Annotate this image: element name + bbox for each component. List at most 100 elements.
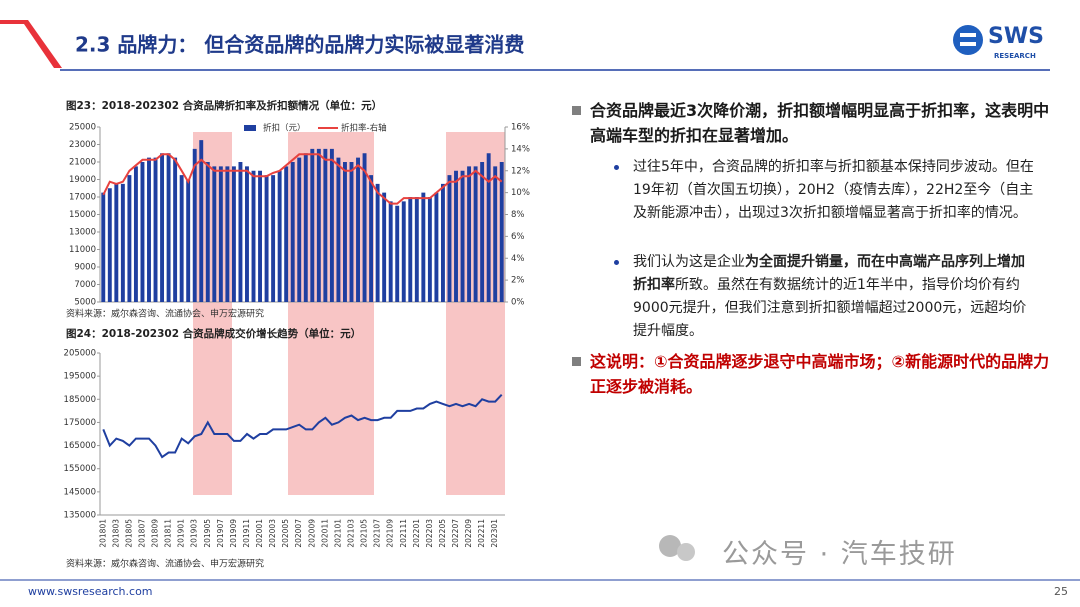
bar: [225, 166, 230, 302]
bar: [133, 166, 138, 302]
bar: [493, 166, 498, 302]
bar: [218, 166, 223, 302]
y-tick-label: 175000: [64, 418, 96, 428]
watermark: 公众号 · 汽车技研: [722, 539, 957, 570]
y-tick-label: 135000: [64, 511, 96, 521]
bar: [173, 157, 178, 302]
bar: [486, 153, 491, 302]
bar: [454, 170, 458, 302]
x-tick-label: 202103: [346, 519, 355, 548]
watermark-icon: [677, 543, 695, 561]
y-tick-label: 21000: [69, 158, 96, 168]
bar: [140, 162, 145, 302]
x-tick-label: 202209: [464, 519, 473, 548]
bar: [395, 205, 400, 302]
x-tick-label: 202207: [451, 519, 460, 548]
slide-title: 2.3 品牌力： 但合资品牌的品牌力实际被显著消费: [75, 33, 524, 57]
bar: [414, 197, 419, 302]
bar: [147, 157, 151, 302]
y2-tick-label: 6%: [511, 232, 525, 242]
x-tick-label: 202211: [477, 519, 486, 548]
legend-label: 折扣率-右轴: [341, 123, 387, 134]
bar: [179, 175, 184, 302]
bar: [277, 170, 282, 302]
bullet-square: [572, 357, 581, 366]
x-tick-label: 201903: [190, 519, 199, 548]
text-run-bold: 为全面提升销量，而在中高端产品序列上增加折扣率: [633, 254, 1025, 293]
bar: [356, 157, 360, 302]
x-tick-label: 202201: [412, 519, 421, 548]
bar: [460, 170, 465, 302]
x-tick-label: 202205: [438, 519, 447, 548]
bar: [199, 140, 204, 302]
x-tick-label: 202203: [425, 519, 434, 548]
bar: [336, 157, 341, 302]
y-tick-label: 25000: [69, 123, 96, 133]
y-tick-label: 17000: [69, 193, 96, 203]
bar: [329, 148, 334, 302]
text-run: 我们认为这是企业: [633, 254, 745, 270]
x-tick-label: 201803: [111, 519, 120, 548]
x-tick-label: 202005: [281, 519, 290, 548]
y-tick-label: 165000: [64, 441, 96, 451]
bullet-square: [572, 106, 581, 115]
bar: [212, 166, 217, 302]
x-tick-label: 201909: [229, 519, 238, 548]
logo-icon-stripe: [960, 42, 976, 46]
x-tick-label: 202109: [386, 519, 395, 548]
bar: [264, 175, 269, 302]
y-tick-label: 7000: [74, 280, 96, 290]
bar: [238, 162, 243, 302]
bar: [467, 166, 472, 302]
text-run: 所致。虽然在有数据统计的近1年半中，指导价均价有约9000元提升，但我们注意到折…: [633, 277, 1027, 339]
x-tick-label: 202301: [490, 519, 499, 548]
bar: [447, 175, 452, 302]
bar: [231, 166, 236, 302]
x-tick-label: 201809: [151, 519, 160, 548]
bar: [388, 201, 393, 302]
bar: [205, 162, 210, 302]
conclusion-text: 这说明：①合资品牌逐步退守中高端市场；②新能源时代的品牌力正逐步被消耗。: [590, 352, 1050, 396]
bullet-dot: [614, 260, 619, 265]
y2-tick-label: 4%: [511, 254, 525, 264]
sub-bullet-text: 我们认为这是企业为全面提升销量，而在中高端产品序列上增加折扣率所致。虽然在有数据…: [633, 251, 1038, 343]
y-tick-label: 5000: [74, 298, 96, 308]
x-tick-label: 202107: [373, 519, 382, 548]
y2-tick-label: 16%: [511, 123, 530, 133]
logo-sub: RESEARCH: [994, 52, 1036, 60]
bar: [186, 179, 191, 302]
legend-label: 折扣（元）: [263, 123, 306, 134]
y2-tick-label: 12%: [511, 166, 530, 176]
bar: [114, 183, 119, 302]
x-tick-label: 202111: [399, 519, 408, 548]
bar: [473, 166, 478, 302]
bar: [434, 192, 439, 302]
x-tick-label: 201805: [124, 519, 133, 548]
bar: [310, 148, 315, 302]
bar: [316, 148, 321, 302]
y-tick-label: 15000: [69, 210, 96, 220]
x-tick-label: 202011: [320, 519, 329, 548]
bar: [480, 162, 485, 302]
x-tick-label: 202009: [307, 519, 316, 548]
y-tick-label: 19000: [69, 175, 96, 185]
legend-swatch: [244, 125, 256, 131]
footer-url: www.swsresearch.com: [28, 585, 153, 598]
x-tick-label: 202007: [294, 519, 303, 548]
bar: [375, 183, 380, 302]
bar: [120, 183, 125, 302]
x-tick-label: 201901: [177, 519, 186, 548]
y-tick-label: 13000: [69, 228, 96, 238]
bar: [192, 148, 197, 302]
series-line: [102, 153, 503, 205]
bar: [127, 175, 132, 302]
y-tick-label: 23000: [69, 140, 96, 150]
x-tick-label: 202003: [268, 519, 277, 548]
x-tick-label: 201801: [98, 519, 107, 548]
x-tick-label: 201811: [164, 519, 173, 548]
bullet-dot: [614, 165, 619, 170]
bar: [343, 162, 347, 302]
chart-source: 资料来源：威尔森咨询、流通协会、申万宏源研究: [66, 308, 264, 320]
watermark-icon: [659, 535, 681, 557]
